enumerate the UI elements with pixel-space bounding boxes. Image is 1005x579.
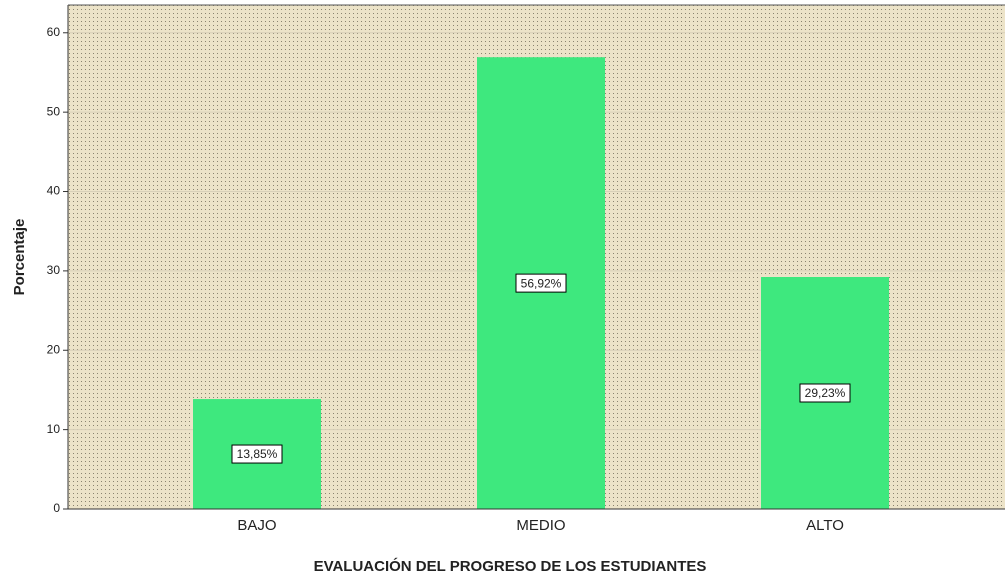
y-tick-label: 0 <box>53 501 60 515</box>
value-label: 29,23% <box>805 386 846 400</box>
value-label-box <box>515 273 567 293</box>
value-label: 56,92% <box>521 276 562 290</box>
y-tick-label: 60 <box>47 25 61 39</box>
x-tick-label: ALTO <box>806 517 844 534</box>
y-axis-title: Porcentaje <box>11 219 28 296</box>
value-label-box <box>231 444 283 464</box>
x-tick-label: BAJO <box>237 517 276 534</box>
value-label-box <box>799 383 851 403</box>
y-tick-label: 30 <box>47 263 61 277</box>
x-axis-title: EVALUACIÓN DEL PROGRESO DE LOS ESTUDIANT… <box>314 557 707 575</box>
y-tick-label: 40 <box>47 184 61 198</box>
value-label: 13,85% <box>237 447 278 461</box>
y-tick-label: 10 <box>47 422 61 436</box>
x-tick-label: MEDIO <box>516 517 565 534</box>
y-tick-label: 20 <box>47 342 61 356</box>
y-tick-label: 50 <box>47 104 61 118</box>
